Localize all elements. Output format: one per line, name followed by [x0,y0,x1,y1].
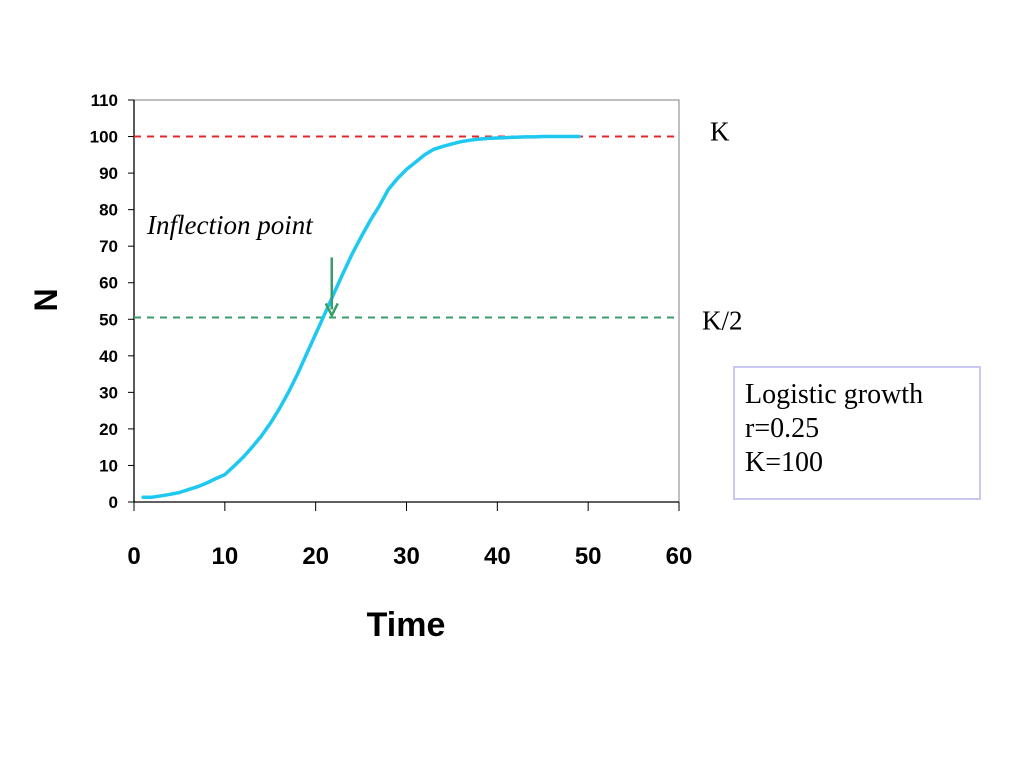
y-tick-label: 100 [90,128,118,147]
y-axis-title: N [28,288,64,311]
x-tick-label: 60 [666,543,693,570]
x-tick-label: 40 [484,543,511,570]
x-tick-label: 30 [393,543,420,570]
x-tick-label: 10 [211,543,238,570]
x-axis-title: Time [367,606,446,644]
y-tick-label: 30 [99,383,118,402]
y-tick-label: 10 [99,456,118,475]
legend-line-k: K=100 [745,447,824,478]
inflection-arrow-head [324,302,339,319]
legend-line-title: Logistic growth [745,379,924,410]
series-line [141,134,581,499]
x-tick-label: 20 [302,543,329,570]
y-tick-label: 80 [99,201,118,220]
plot-frame [133,99,680,503]
reference-lines: K K/2 [134,117,743,335]
y-tick-label: 20 [99,420,118,439]
legend-line-r: r=0.25 [745,413,820,444]
y-tick-label: 90 [99,164,118,183]
legend-box: Logistic growth r=0.25 K=100 [733,366,981,500]
x-tick-label: 0 [127,543,140,570]
y-tick-label: 50 [99,310,118,329]
y-tick-label: 40 [99,347,118,366]
tick-labels: 0 10 20 30 40 50 60 70 80 90 100 110 0 10 20 30 40 50 60 [90,91,693,570]
inflection-point-label: Inflection point [146,210,314,240]
x-tick-label: 50 [575,543,602,570]
reference-line-label: K [710,117,730,147]
y-tick-label: 60 [99,274,118,293]
y-tick-label: 110 [91,91,118,110]
reference-line-label: K/2 [702,305,743,335]
annotations: Inflection point [146,210,339,319]
y-tick-label: 70 [99,237,118,256]
series-group [141,134,581,499]
y-tick-label: 0 [109,493,118,512]
axes [128,99,680,511]
